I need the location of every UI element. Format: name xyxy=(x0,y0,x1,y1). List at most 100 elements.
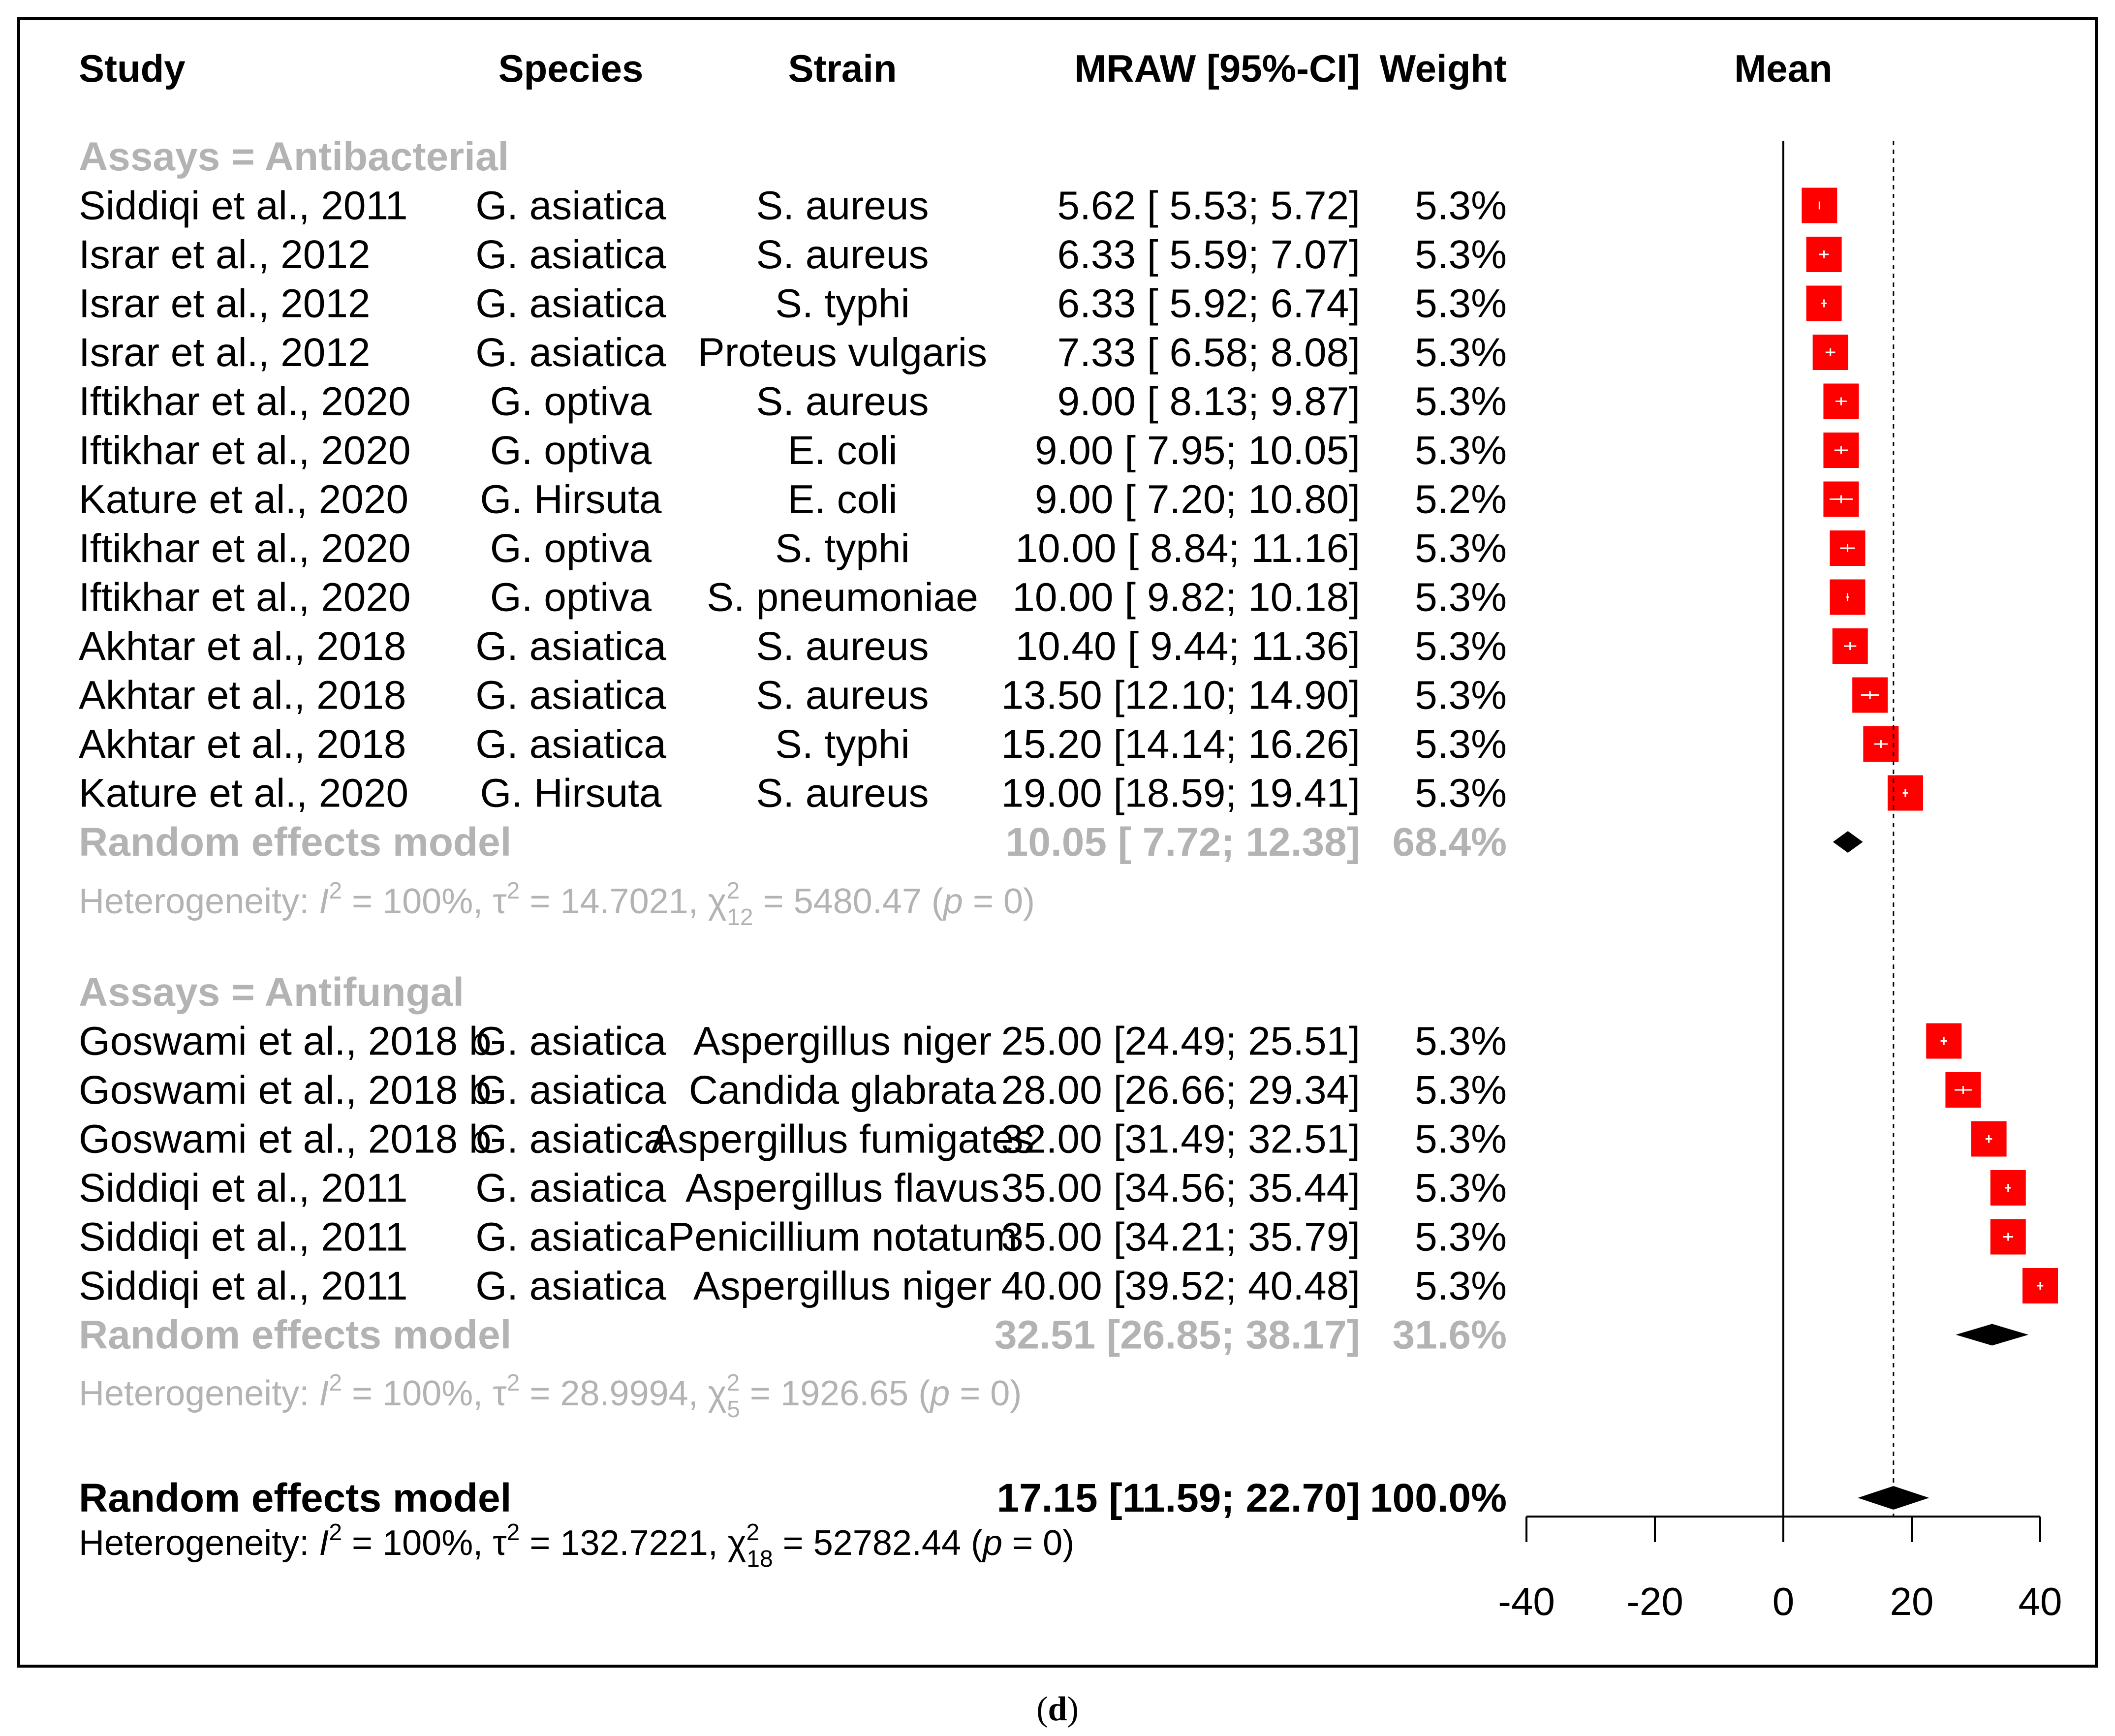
mraw-ci: 7.33 [ 6.58; 8.08] xyxy=(1058,330,1360,375)
weight: 5.3% xyxy=(1415,428,1507,473)
study-name: Kature et al., 2020 xyxy=(79,477,408,522)
strain: Proteus vulgaris xyxy=(698,330,987,375)
species: G. asiatica xyxy=(475,1117,666,1162)
header-weight: Weight xyxy=(1379,47,1507,90)
group-heterogeneity: Heterogeneity: I2 = 100%, τ2 = 14.7021, … xyxy=(79,878,1035,930)
mraw-ci: 10.00 [ 8.84; 11.16] xyxy=(1015,526,1360,571)
strain: Aspergillus niger xyxy=(693,1019,992,1064)
strain: S. aureus xyxy=(756,232,929,277)
strain: S. aureus xyxy=(756,624,929,669)
overall-model-ci: 17.15 [11.59; 22.70] xyxy=(996,1476,1360,1520)
weight: 5.3% xyxy=(1415,673,1507,718)
plot-marks xyxy=(1782,141,2058,1517)
figure-caption: (d) xyxy=(1036,1690,1079,1728)
study-name: Iftikhar et al., 2020 xyxy=(79,379,411,424)
species: G. asiatica xyxy=(475,624,666,669)
mraw-ci: 25.00 [24.49; 25.51] xyxy=(1001,1019,1360,1064)
weight: 5.3% xyxy=(1415,330,1507,375)
mraw-ci: 13.50 [12.10; 14.90] xyxy=(1001,673,1360,718)
mraw-ci: 35.00 [34.21; 35.79] xyxy=(1001,1215,1360,1260)
mraw-ci: 19.00 [18.59; 19.41] xyxy=(1001,771,1360,816)
strain: S. pneumoniae xyxy=(707,575,978,620)
x-tick-label: 20 xyxy=(1890,1580,1934,1623)
species: G. optiva xyxy=(490,379,652,424)
strain: S. aureus xyxy=(756,673,929,718)
strain: Aspergillus fumigates xyxy=(651,1117,1034,1162)
study-name: Goswami et al., 2018 b xyxy=(79,1068,492,1113)
header-mraw-ci: MRAW [95%-CI] xyxy=(1074,47,1360,90)
species: G. optiva xyxy=(490,526,652,571)
group-label: Assays = Antifungal xyxy=(79,970,464,1015)
weight: 5.3% xyxy=(1415,624,1507,669)
weight: 5.2% xyxy=(1415,477,1507,522)
figure-border xyxy=(17,17,2098,1668)
species: G. asiatica xyxy=(475,184,666,228)
species: G. asiatica xyxy=(475,1166,666,1210)
column-headers: Study Species Strain MRAW [95%-CI] Weight Mea… xyxy=(79,47,1833,90)
overall-heterogeneity: Heterogeneity: I2 = 100%, τ2 = 132.7221,… xyxy=(79,1519,1074,1572)
weight: 5.3% xyxy=(1415,1166,1507,1210)
mraw-ci: 6.33 [ 5.59; 7.07] xyxy=(1058,232,1360,277)
mraw-ci: 9.00 [ 7.20; 10.80] xyxy=(1035,477,1360,522)
study-name: Israr et al., 2012 xyxy=(79,330,371,375)
strain: S. typhi xyxy=(775,526,909,571)
mraw-ci: 32.00 [31.49; 32.51] xyxy=(1001,1117,1360,1162)
header-mean: Mean xyxy=(1734,47,1832,90)
species: G. asiatica xyxy=(475,722,666,767)
weight: 5.3% xyxy=(1415,575,1507,620)
weight: 5.3% xyxy=(1415,722,1507,767)
study-name: Siddiqi et al., 2011 xyxy=(79,1215,408,1260)
strain: Aspergillus niger xyxy=(693,1264,992,1308)
strain: Penicillium notatum xyxy=(668,1215,1018,1260)
weight: 5.3% xyxy=(1415,1117,1507,1162)
weight: 5.3% xyxy=(1415,184,1507,228)
species: G. asiatica xyxy=(475,330,666,375)
header-species: Species xyxy=(498,47,644,90)
study-name: Goswami et al., 2018 b xyxy=(79,1117,492,1162)
x-tick-label: 0 xyxy=(1773,1580,1795,1623)
overall-model-weight: 100.0% xyxy=(1370,1476,1507,1520)
mraw-ci: 5.62 [ 5.53; 5.72] xyxy=(1058,184,1360,228)
study-name: Kature et al., 2020 xyxy=(79,771,408,816)
x-tick-label: 40 xyxy=(2019,1580,2062,1623)
species: G. asiatica xyxy=(475,281,666,326)
mraw-ci: 9.00 [ 8.13; 9.87] xyxy=(1058,379,1360,424)
weight: 5.3% xyxy=(1415,1215,1507,1260)
mraw-ci: 40.00 [39.52; 40.48] xyxy=(1001,1264,1360,1308)
x-tick-label: -40 xyxy=(1498,1580,1555,1623)
species: G. asiatica xyxy=(475,673,666,718)
group-model-label: Random effects model xyxy=(79,1313,511,1358)
species: G. optiva xyxy=(490,575,652,620)
study-name: Akhtar et al., 2018 xyxy=(79,722,406,767)
study-name: Siddiqi et al., 2011 xyxy=(79,1264,408,1308)
weight: 5.3% xyxy=(1415,379,1507,424)
study-name: Israr et al., 2012 xyxy=(79,232,371,277)
study-name: Siddiqi et al., 2011 xyxy=(79,184,408,228)
x-tick-label: -20 xyxy=(1626,1580,1683,1623)
strain: S. aureus xyxy=(756,184,929,228)
pooled-diamond xyxy=(1956,1324,2029,1346)
mraw-ci: 28.00 [26.66; 29.34] xyxy=(1001,1068,1360,1113)
mraw-ci: 9.00 [ 7.95; 10.05] xyxy=(1035,428,1360,473)
weight: 5.3% xyxy=(1415,526,1507,571)
species: G. optiva xyxy=(490,428,652,473)
species: G. asiatica xyxy=(475,1068,666,1113)
weight: 5.3% xyxy=(1415,281,1507,326)
strain: S. aureus xyxy=(756,379,929,424)
mraw-ci: 10.40 [ 9.44; 11.36] xyxy=(1015,624,1360,669)
study-name: Iftikhar et al., 2020 xyxy=(79,575,411,620)
species: G. asiatica xyxy=(475,1264,666,1308)
strain: Candida glabrata xyxy=(689,1068,996,1113)
study-name: Iftikhar et al., 2020 xyxy=(79,526,411,571)
weight: 5.3% xyxy=(1415,232,1507,277)
pooled-diamond xyxy=(1833,831,1863,853)
study-name: Israr et al., 2012 xyxy=(79,281,371,326)
table-rows: Assays = Antibacterial Siddiqi et al., 20… xyxy=(79,134,1507,1572)
study-name: Goswami et al., 2018 b xyxy=(79,1019,492,1064)
mraw-ci: 35.00 [34.56; 35.44] xyxy=(1001,1166,1360,1210)
weight: 5.3% xyxy=(1415,1068,1507,1113)
mraw-ci: 6.33 [ 5.92; 6.74] xyxy=(1058,281,1360,326)
weight: 5.3% xyxy=(1415,771,1507,816)
group-model-weight: 31.6% xyxy=(1392,1313,1507,1358)
